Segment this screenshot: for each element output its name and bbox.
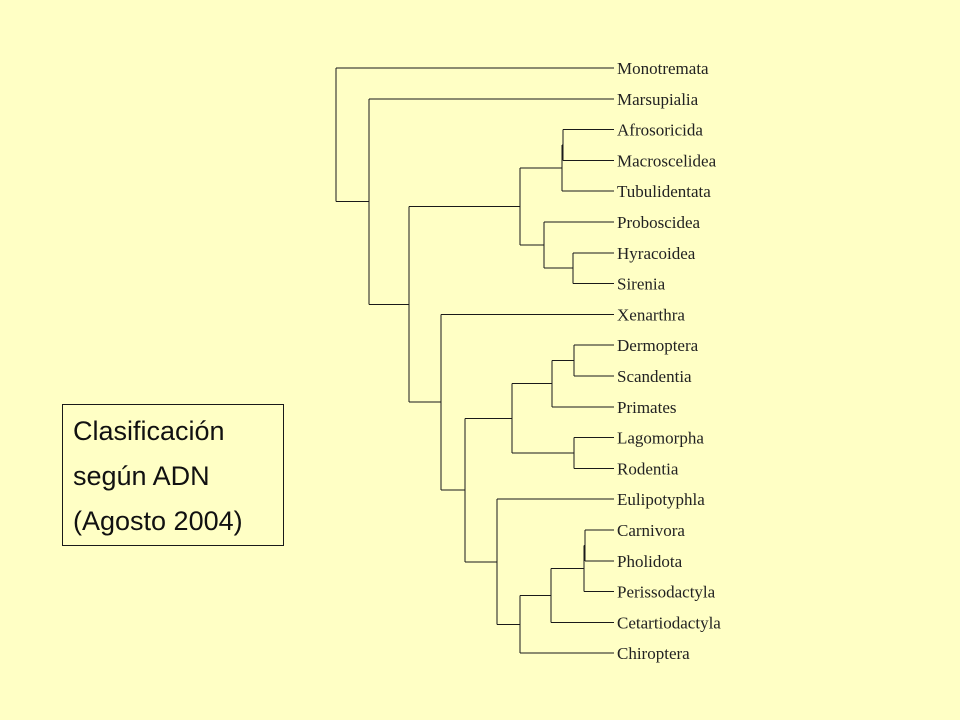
taxon-label: Macroscelidea: [617, 151, 717, 170]
caption-line-1: Clasificación: [73, 416, 225, 446]
taxon-label: Tubulidentata: [617, 182, 711, 201]
taxon-label: Hyracoidea: [617, 244, 696, 263]
taxon-label: Eulipotyphla: [617, 490, 705, 509]
caption-box: Clasificación según ADN (Agosto 2004): [62, 404, 284, 546]
taxon-label: Marsupialia: [617, 90, 699, 109]
taxon-label: Scandentia: [617, 367, 692, 386]
taxon-label: Primates: [617, 398, 677, 417]
taxon-label: Monotremata: [617, 59, 709, 78]
taxon-label: Sirenia: [617, 275, 666, 294]
tree-branches: [335, 67, 614, 654]
taxon-label: Carnivora: [617, 521, 685, 540]
taxon-label: Perissodactyla: [617, 583, 716, 602]
taxon-label: Pholidota: [617, 552, 683, 571]
taxon-label: Afrosoricida: [617, 121, 703, 140]
taxon-labels: Monotremata Marsupialia Afrosoricida Macros…: [617, 59, 721, 663]
caption-line-3: (Agosto 2004): [73, 506, 243, 536]
caption-line-2: según ADN: [73, 461, 210, 491]
taxon-label: Lagomorpha: [617, 429, 704, 448]
taxon-label: Xenarthra: [617, 305, 685, 324]
taxon-label: Proboscidea: [617, 213, 701, 232]
taxon-label: Dermoptera: [617, 336, 699, 355]
taxon-label: Rodentia: [617, 459, 679, 478]
taxon-label: Cetartiodactyla: [617, 613, 721, 632]
taxon-label: Chiroptera: [617, 644, 690, 663]
